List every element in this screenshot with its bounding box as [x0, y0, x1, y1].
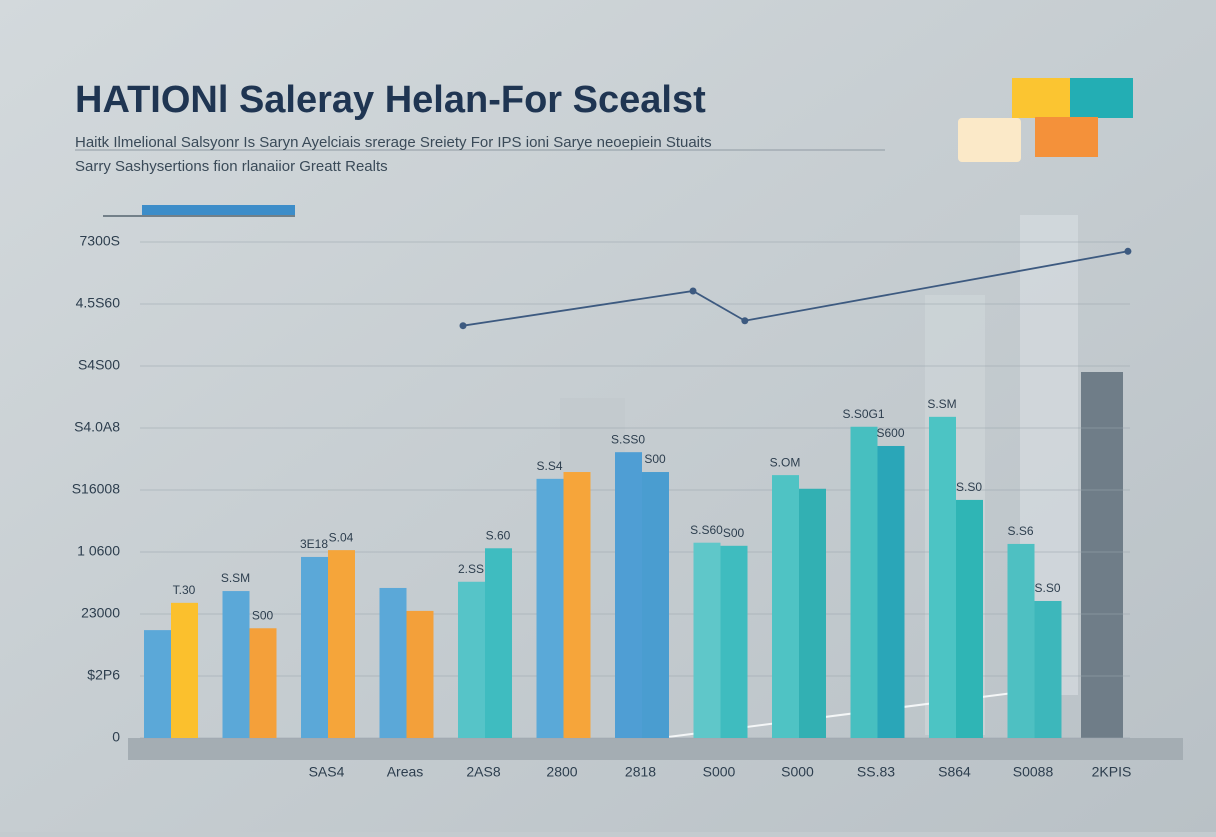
- bar: [850, 426, 878, 738]
- value-label: S.S0: [956, 480, 982, 494]
- bar: [799, 488, 826, 738]
- x-tick-label: Areas: [387, 764, 424, 780]
- bar: [536, 478, 564, 738]
- bar: [458, 581, 485, 738]
- x-tick-label: S000: [781, 764, 814, 780]
- y-tick-label: S4S00: [78, 357, 120, 373]
- line-point: [689, 287, 697, 295]
- value-label: 3E18: [300, 537, 328, 551]
- line-point: [459, 322, 467, 330]
- bar: [772, 475, 799, 738]
- x-tick-label: 2818: [625, 764, 656, 780]
- bar: [328, 550, 355, 738]
- bar: [877, 445, 905, 738]
- line: [462, 250, 1129, 327]
- decor-block: [958, 118, 1021, 162]
- value-label: 2.SS: [458, 562, 484, 576]
- baseline: [128, 738, 1183, 760]
- bar: [171, 602, 198, 738]
- x-tick-label: S0088: [1013, 764, 1054, 780]
- value-label: S.S4: [536, 459, 562, 473]
- chart-title: HATIONl Saleray Helan-For Scealst: [75, 79, 706, 121]
- bar: [1007, 543, 1035, 738]
- bar: [615, 452, 642, 738]
- x-tick-label: S864: [938, 764, 971, 780]
- value-label: S.SM: [927, 397, 956, 411]
- bar: [720, 545, 748, 738]
- value-label: S00: [644, 452, 666, 466]
- value-label: S.04: [329, 530, 354, 544]
- decor-block: [1035, 117, 1098, 157]
- bar: [485, 548, 512, 738]
- y-tick-label: S4.0A8: [74, 419, 120, 435]
- bar: [693, 542, 721, 738]
- bar: [563, 472, 591, 738]
- x-tick-label: 2800: [546, 764, 577, 780]
- bar: [144, 630, 171, 738]
- value-label: S.S6: [1007, 524, 1033, 538]
- bar: [642, 472, 669, 738]
- bar: [929, 416, 956, 738]
- line-point: [741, 317, 749, 325]
- x-tick-label: 2KPIS: [1092, 764, 1132, 780]
- value-label: S.S0G1: [842, 407, 884, 421]
- bar: [956, 499, 983, 738]
- value-label: S600: [876, 426, 904, 440]
- value-label: S.60: [486, 528, 511, 542]
- y-tick-label: 1 0600: [77, 543, 120, 559]
- value-label: S.S0: [1034, 581, 1060, 595]
- value-label: T.30: [173, 583, 196, 597]
- value-label: S.OM: [770, 455, 801, 469]
- bar: [406, 610, 434, 738]
- value-label: S00: [252, 608, 274, 622]
- bar: [379, 587, 407, 738]
- subtitle: Sarry Sashysertions fion rlanaiior Great…: [75, 158, 388, 175]
- y-tick-label: S16008: [72, 481, 120, 497]
- decor-block: [1012, 78, 1072, 118]
- y-tick-label: $2P6: [87, 667, 120, 683]
- subtitle: Haitk Ilmelional Salsyonr Is Saryn Ayelc…: [75, 134, 712, 151]
- x-tick-label: S000: [703, 764, 736, 780]
- bar: [1034, 600, 1062, 738]
- y-tick-label: 4.5S60: [76, 295, 121, 311]
- decor-block: [1070, 78, 1133, 118]
- y-tick-label: 0: [112, 729, 120, 745]
- y-tick-label: 23000: [81, 605, 120, 621]
- value-label: S00: [723, 526, 745, 540]
- bar: [249, 628, 277, 738]
- value-label: S.SS0: [611, 432, 645, 446]
- x-tick-label: SAS4: [309, 764, 345, 780]
- y-tick-label: 7300S: [80, 233, 120, 249]
- value-label: S.SM: [221, 571, 250, 585]
- value-label: S.S60: [690, 523, 723, 537]
- decor-bar: [1081, 372, 1123, 738]
- x-tick-label: SS.83: [857, 764, 895, 780]
- bar: [301, 556, 328, 738]
- bar: [222, 591, 250, 738]
- x-tick-label: 2AS8: [466, 764, 500, 780]
- line-point: [1124, 247, 1132, 255]
- accent-bar: [142, 205, 295, 215]
